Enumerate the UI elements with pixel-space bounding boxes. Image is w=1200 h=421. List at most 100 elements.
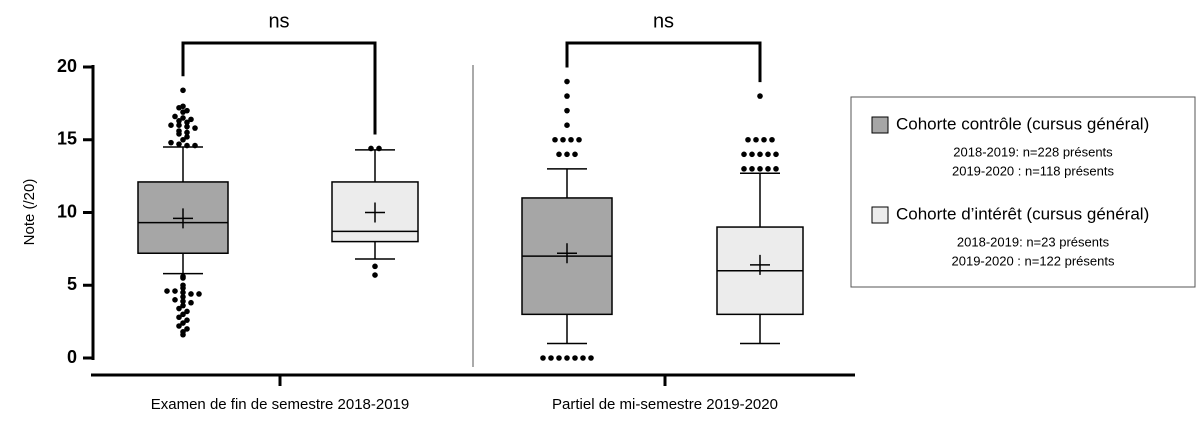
outlier <box>192 125 198 131</box>
outlier <box>184 142 190 149</box>
outlier <box>184 326 190 332</box>
outlier <box>180 103 186 110</box>
outlier <box>180 87 186 94</box>
outlier <box>172 288 178 294</box>
outlier <box>548 355 554 361</box>
mean-marker <box>750 254 770 275</box>
legend-box <box>850 96 1196 288</box>
outlier <box>773 151 779 158</box>
outlier <box>556 151 562 158</box>
outlier <box>773 166 779 172</box>
legend-note: 2018-2019: n=23 présents <box>957 234 1110 249</box>
outlier <box>552 136 558 143</box>
outlier <box>564 78 570 85</box>
outlier <box>372 263 378 270</box>
outlier <box>184 134 190 140</box>
outlier <box>564 93 570 99</box>
outlier <box>180 298 186 305</box>
outlier <box>188 291 194 297</box>
outlier <box>757 151 763 158</box>
outlier <box>564 151 570 158</box>
legend-swatch <box>871 116 889 134</box>
outlier <box>168 139 174 146</box>
outlier <box>757 93 763 99</box>
x-tick-label: Examen de fin de semestre 2018-2019 <box>151 396 410 413</box>
y-axis-label: Note (/20) <box>21 179 38 246</box>
y-tick-label: 10 <box>57 201 77 221</box>
outlier <box>180 320 186 326</box>
annotation: ns <box>268 10 289 32</box>
outlier <box>564 107 570 114</box>
legend-note: 2019-2020 : n=122 présents <box>952 253 1115 268</box>
outlier <box>568 136 574 143</box>
outlier <box>761 136 767 143</box>
outlier <box>164 288 170 294</box>
legend-note: 2018-2019: n=228 présents <box>953 144 1113 159</box>
outlier <box>564 355 570 361</box>
mean-marker <box>365 202 385 223</box>
outlier <box>765 166 771 172</box>
outlier <box>540 355 546 361</box>
legend-swatch <box>871 206 889 224</box>
x-tick-label: Partiel de mi-semestre 2019-2020 <box>552 396 778 413</box>
outlier <box>564 122 570 128</box>
outlier <box>196 291 202 297</box>
legend-note: 2019-2020 : n=118 présents <box>952 163 1115 178</box>
y-tick-label: 20 <box>57 56 77 76</box>
outlier <box>588 355 594 361</box>
outlier <box>188 299 194 306</box>
outlier <box>180 294 186 300</box>
outlier <box>576 136 582 143</box>
outlier <box>184 119 190 126</box>
outlier <box>176 122 182 128</box>
outlier <box>184 123 190 130</box>
outlier <box>176 118 182 124</box>
outlier <box>184 317 190 323</box>
outlier <box>192 142 198 149</box>
outlier <box>769 136 775 143</box>
outlier <box>176 128 182 134</box>
outlier <box>376 145 382 152</box>
outlier <box>757 166 763 172</box>
bracket <box>181 41 377 135</box>
outlier <box>180 311 186 318</box>
legend-label: Cohorte d’intérêt (cursus général) <box>896 204 1149 223</box>
outlier <box>580 355 586 361</box>
y-tick-label: 0 <box>67 347 77 367</box>
outlier <box>180 273 186 280</box>
outlier <box>749 166 755 172</box>
outlier <box>176 323 182 329</box>
outlier <box>745 136 751 143</box>
outlier <box>180 302 186 309</box>
outlier <box>176 305 182 312</box>
outlier <box>572 151 578 158</box>
outlier <box>172 113 178 120</box>
outlier <box>556 355 562 361</box>
bracket <box>565 41 762 83</box>
outlier <box>176 314 182 321</box>
y-tick-label: 15 <box>57 129 77 149</box>
mean-marker <box>173 208 193 229</box>
outlier <box>368 145 374 152</box>
outlier <box>741 151 747 158</box>
legend-label: Cohorte contrôle (cursus général) <box>896 114 1149 133</box>
y-tick-label: 5 <box>67 274 77 294</box>
outlier <box>372 272 378 278</box>
outlier <box>184 308 190 315</box>
outlier <box>753 136 759 143</box>
outlier <box>749 151 755 158</box>
outlier <box>176 141 182 147</box>
mean-marker <box>557 243 577 264</box>
outlier <box>184 107 190 114</box>
outlier <box>172 297 178 303</box>
outlier <box>180 115 186 121</box>
outlier <box>180 136 186 143</box>
outlier <box>765 151 771 158</box>
outlier <box>168 122 174 128</box>
outlier <box>560 136 566 143</box>
outlier <box>180 329 186 335</box>
annotation: ns <box>653 10 674 32</box>
outlier <box>180 289 186 296</box>
outlier <box>180 282 186 289</box>
